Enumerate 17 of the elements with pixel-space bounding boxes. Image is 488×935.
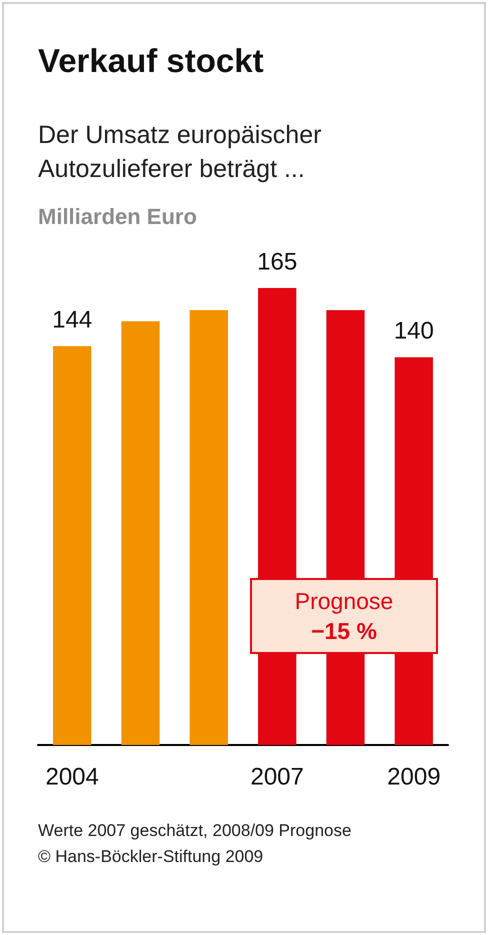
x-tick-label: 2004	[45, 764, 99, 790]
data-label: 144	[52, 306, 92, 334]
annotation: Prognose	[294, 587, 394, 616]
callout-box: Prognose −15 %	[250, 578, 438, 654]
y-axis-title: Milliarden Euro	[38, 204, 197, 230]
chart-title: Verkauf stockt	[38, 42, 264, 80]
x-tick-label: 2007	[250, 764, 304, 790]
data-label: 165	[257, 248, 298, 276]
bar	[190, 310, 228, 745]
annotation: −15 %	[310, 617, 378, 646]
x-tick-label: 2009	[387, 764, 441, 790]
bar	[53, 346, 92, 745]
data-label: 140	[394, 318, 434, 345]
chart-subtitle: Der Umsatz europäischer Autozulieferer beträgt ...	[38, 120, 322, 185]
bar	[121, 321, 160, 745]
text: Werte 2007 geschätzt, 2008/09 Prognose	[38, 820, 352, 842]
text: © Hans-Böckler-Stiftung 2009	[38, 846, 264, 868]
